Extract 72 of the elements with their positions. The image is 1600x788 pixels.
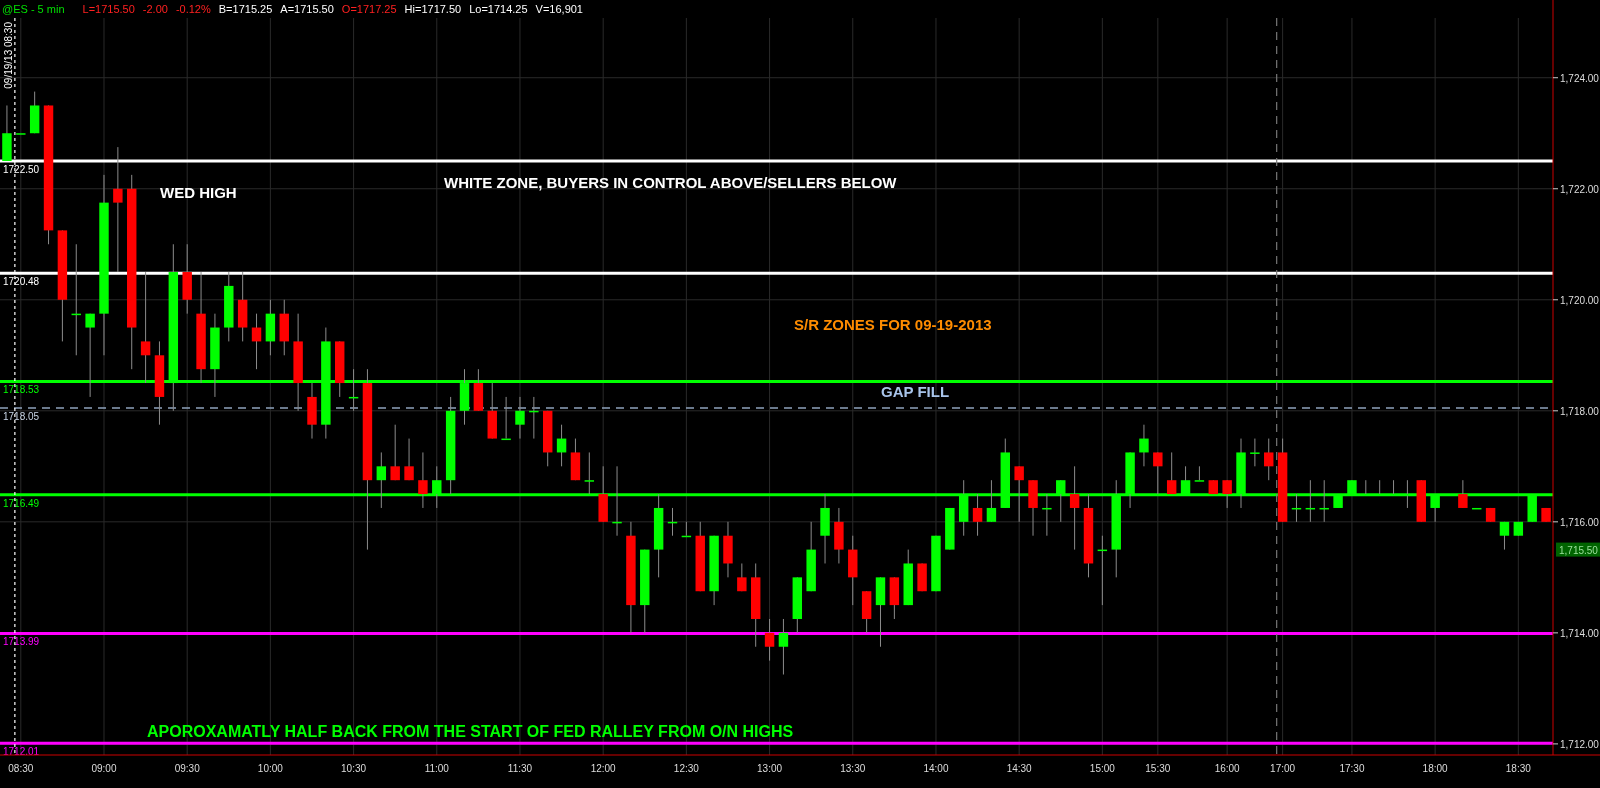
candlestick — [1499, 521, 1510, 551]
candlestick — [972, 493, 983, 537]
x-tick-label: 08:30 — [8, 763, 34, 774]
y-tick-label: 1,716.00 — [1560, 516, 1600, 528]
candlestick — [390, 424, 400, 481]
candlestick — [1250, 438, 1260, 467]
candlestick — [1194, 465, 1205, 482]
annotation: APOROXAMATLY HALF BACK FROM THE START OF FED RALLEY FROM O/N HIGHS — [147, 723, 794, 740]
candlestick — [1153, 451, 1163, 495]
candlestick — [1014, 465, 1024, 523]
annotation: L=1715.50 — [82, 3, 135, 15]
x-tick-label: 14:30 — [1006, 763, 1033, 774]
x-tick-label: 10:30 — [341, 763, 367, 774]
x-tick-label: 12:30 — [673, 763, 700, 774]
ref-line-label: 1713.99 — [3, 636, 40, 648]
annotation: -0.12% — [175, 3, 211, 15]
candlestick — [1264, 438, 1274, 481]
annotation: 1,715.50 — [1559, 544, 1599, 556]
annotation: GAP FILL — [881, 383, 950, 400]
x-tick-label: 18:00 — [1422, 763, 1449, 774]
annotation: A=1715.50 — [280, 3, 334, 15]
x-tick-label: 09:00 — [91, 763, 117, 774]
annotation: O=1717.25 — [341, 3, 397, 15]
annotation: WED HIGH — [160, 184, 237, 201]
candlestick — [140, 271, 151, 384]
candlestick — [404, 438, 414, 481]
ref-line-label: 09/19/13 08:30 — [2, 21, 14, 89]
y-tick-label: 1,714.00 — [1560, 627, 1600, 639]
y-tick-label: 1,722.00 — [1560, 183, 1600, 195]
annotation: WHITE ZONE, BUYERS IN CONTROL ABOVE/SELLERS BELOW — [444, 174, 898, 191]
candlestick — [1069, 465, 1080, 551]
ref-line-label: 1720.48 — [3, 276, 40, 288]
annotation: Lo=1714.25 — [469, 3, 528, 15]
x-tick-label: 17:30 — [1339, 763, 1365, 774]
x-tick-label: 11:30 — [507, 763, 533, 774]
x-tick-label: 13:00 — [757, 763, 783, 774]
x-tick-label: 14:00 — [923, 763, 949, 774]
annotation: Hi=1717.50 — [404, 3, 462, 15]
chart-title: @ES - 5 min — [2, 3, 65, 15]
candlestick — [764, 618, 775, 662]
x-tick-label: 09:30 — [174, 763, 201, 774]
x-tick-label: 12:00 — [590, 763, 617, 774]
ref-line-label: 1716.49 — [3, 497, 40, 509]
annotation: S/R ZONES FOR 09-19-2013 — [794, 316, 992, 333]
x-tick-label: 11:00 — [424, 763, 450, 774]
x-tick-label: 16:00 — [1214, 763, 1241, 774]
ref-line-label: 1722.50 — [3, 163, 40, 175]
candlestick — [1222, 479, 1232, 509]
candlestick — [778, 618, 789, 675]
candlestick — [113, 146, 123, 273]
ref-line-label: 1718.53 — [3, 384, 40, 396]
ref-line-label: 1718.05 — [3, 411, 40, 423]
annotation: -2.00 — [142, 3, 168, 15]
y-tick-label: 1,720.00 — [1560, 294, 1600, 306]
y-tick-label: 1,712.00 — [1560, 738, 1600, 750]
x-tick-label: 17:00 — [1270, 763, 1296, 774]
ref-line-label: 1712.01 — [3, 746, 40, 758]
x-tick-label: 15:30 — [1145, 763, 1171, 774]
annotation: B=1715.25 — [218, 3, 273, 15]
y-tick-label: 1,718.00 — [1560, 405, 1600, 417]
candlestick — [418, 451, 428, 509]
candlestick — [1458, 479, 1468, 509]
x-tick-label: 18:30 — [1505, 763, 1532, 774]
x-tick-label: 10:00 — [257, 763, 284, 774]
candlestick — [515, 396, 525, 440]
y-tick-label: 1,724.00 — [1560, 72, 1600, 84]
candlestick — [1166, 451, 1177, 495]
annotation: V=16,901 — [535, 3, 583, 15]
x-tick-label: 15:00 — [1089, 763, 1116, 774]
candlestick — [1139, 424, 1149, 467]
candlestick — [737, 562, 747, 592]
x-tick-label: 13:30 — [840, 763, 866, 774]
